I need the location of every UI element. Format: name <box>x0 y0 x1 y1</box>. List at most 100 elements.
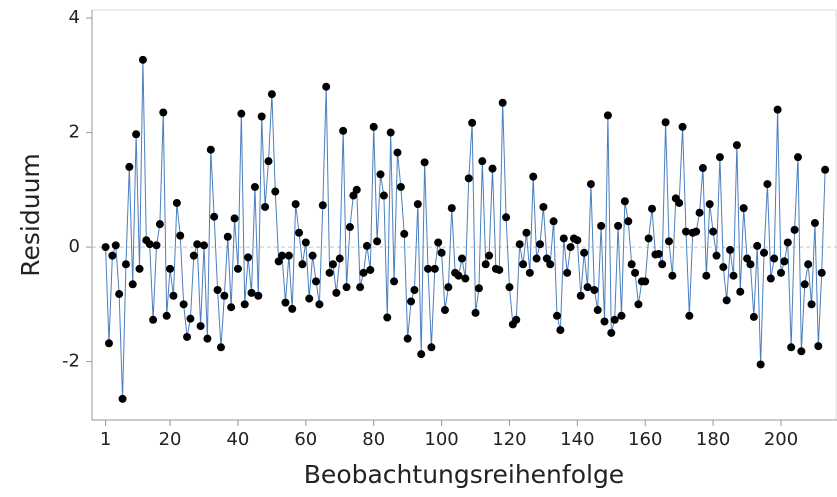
data-point <box>298 260 307 269</box>
data-point <box>495 265 504 274</box>
data-point <box>776 268 785 277</box>
data-point <box>356 283 365 292</box>
data-point <box>424 264 433 273</box>
data-point <box>617 311 626 320</box>
x-tick-label: 160 <box>628 429 662 450</box>
data-point <box>770 254 779 263</box>
data-point <box>162 311 171 320</box>
data-point <box>457 254 466 263</box>
data-point <box>318 201 327 210</box>
data-point <box>749 312 758 321</box>
data-point <box>104 339 113 348</box>
data-point <box>159 108 168 117</box>
data-point <box>586 180 595 189</box>
data-point <box>583 283 592 292</box>
data-point <box>417 350 426 359</box>
data-point <box>702 271 711 280</box>
data-point <box>118 394 127 403</box>
data-point <box>210 212 219 221</box>
data-point <box>196 322 205 331</box>
data-point <box>193 240 202 249</box>
data-point <box>726 245 735 254</box>
data-point <box>505 283 514 292</box>
data-point <box>169 291 178 300</box>
data-point <box>715 153 724 162</box>
data-point <box>705 200 714 209</box>
data-point <box>261 202 270 211</box>
data-point <box>138 55 147 64</box>
data-point <box>597 221 606 230</box>
data-point <box>376 170 385 179</box>
data-point <box>685 311 694 320</box>
data-point <box>546 260 555 269</box>
data-point <box>407 297 416 306</box>
data-point <box>203 334 212 343</box>
data-point <box>736 287 745 296</box>
data-point <box>498 98 507 107</box>
data-point <box>519 260 528 269</box>
x-tick-label: 200 <box>764 429 798 450</box>
data-point <box>522 228 531 237</box>
data-point <box>393 148 402 157</box>
data-point <box>250 182 259 191</box>
data-point <box>152 241 161 250</box>
data-point <box>532 254 541 263</box>
data-point <box>559 234 568 243</box>
y-axis-title: Residuum <box>16 153 45 277</box>
data-point <box>121 260 130 269</box>
data-point <box>183 332 192 341</box>
data-point <box>410 286 419 295</box>
data-point <box>590 286 599 295</box>
plot-area <box>91 9 837 421</box>
data-point <box>603 111 612 120</box>
data-point <box>332 288 341 297</box>
data-point <box>552 311 561 320</box>
data-point <box>773 105 782 114</box>
data-point <box>301 238 310 247</box>
data-point <box>525 268 534 277</box>
data-point <box>437 248 446 257</box>
data-point <box>257 112 266 121</box>
data-point <box>729 271 738 280</box>
data-point <box>216 343 225 352</box>
y-tick-label: 4 <box>69 7 80 28</box>
data-point <box>634 300 643 309</box>
data-point <box>237 109 246 118</box>
data-point <box>804 260 813 269</box>
data-point <box>644 234 653 243</box>
data-point <box>386 128 395 137</box>
data-point <box>379 191 388 200</box>
data-point <box>722 296 731 305</box>
data-point <box>756 360 765 369</box>
y-tick-label: -2 <box>62 351 80 372</box>
data-point <box>166 264 175 273</box>
data-point <box>271 187 280 196</box>
data-point <box>698 164 707 173</box>
x-tick-label: 40 <box>226 429 249 450</box>
x-tick-label: 140 <box>560 429 594 450</box>
data-point <box>593 306 602 315</box>
x-tick-label: 60 <box>294 429 317 450</box>
data-point <box>536 240 545 249</box>
data-point <box>766 274 775 283</box>
data-point <box>454 271 463 280</box>
data-point <box>284 251 293 260</box>
data-point <box>631 268 640 277</box>
data-point <box>481 260 490 269</box>
data-point <box>373 237 382 246</box>
data-point <box>712 251 721 260</box>
data-point <box>383 313 392 322</box>
data-point <box>264 157 273 166</box>
data-point <box>220 291 229 300</box>
data-point <box>485 251 494 260</box>
data-point <box>244 253 253 262</box>
x-tick-label: 120 <box>492 429 526 450</box>
data-point <box>620 197 629 206</box>
data-point <box>328 260 337 269</box>
data-point <box>227 303 236 312</box>
data-point <box>529 172 538 181</box>
data-point <box>600 317 609 326</box>
data-point <box>325 268 334 277</box>
data-point <box>390 277 399 286</box>
data-point <box>817 268 826 277</box>
